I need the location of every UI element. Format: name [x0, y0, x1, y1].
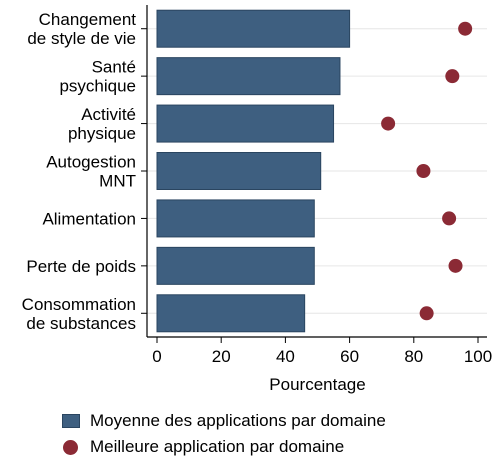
- legend-item-best: Meilleure application par domaine: [62, 434, 386, 460]
- bar: [156, 104, 335, 143]
- dot-marker: [458, 21, 473, 36]
- bar: [156, 246, 315, 285]
- legend-label-best: Meilleure application par domaine: [90, 437, 345, 456]
- x-axis-title: Pourcentage: [269, 375, 365, 394]
- legend: Moyenne des applications par domaine Mei…: [62, 408, 386, 460]
- dot-marker: [381, 116, 396, 131]
- category-label: Changement de style de vie: [27, 10, 136, 48]
- legend-item-average: Moyenne des applications par domaine: [62, 408, 386, 434]
- dot-marker: [419, 306, 434, 321]
- legend-swatch-average: [62, 414, 80, 428]
- x-tick-label: 60: [340, 347, 359, 366]
- legend-label-average: Moyenne des applications par domaine: [90, 411, 386, 430]
- dot-marker: [416, 164, 431, 178]
- x-tick-label: 100: [464, 347, 492, 366]
- bar: [156, 9, 351, 48]
- x-tick-label: 40: [276, 347, 295, 366]
- category-label: Autogestion MNT: [46, 153, 136, 191]
- chart: Changement de style de vie Santé psychique A…: [22, 5, 492, 394]
- bar: [156, 152, 322, 190]
- bar: [156, 199, 315, 238]
- category-label: Consommation de substances: [22, 295, 136, 333]
- x-tick-label: 0: [152, 347, 161, 366]
- bar: [156, 57, 341, 96]
- dot-marker: [442, 211, 457, 226]
- dot-marker: [445, 69, 460, 84]
- x-tick-label: 80: [404, 347, 423, 366]
- category-label: Perte de poids: [26, 257, 136, 276]
- category-label: Activité physique: [68, 105, 136, 143]
- legend-marker-best: [63, 439, 78, 455]
- category-label: Alimentation: [42, 209, 136, 228]
- bar: [156, 294, 306, 333]
- dot-marker: [448, 258, 463, 273]
- category-label: Santé psychique: [59, 58, 136, 96]
- x-tick-label: 20: [212, 347, 231, 366]
